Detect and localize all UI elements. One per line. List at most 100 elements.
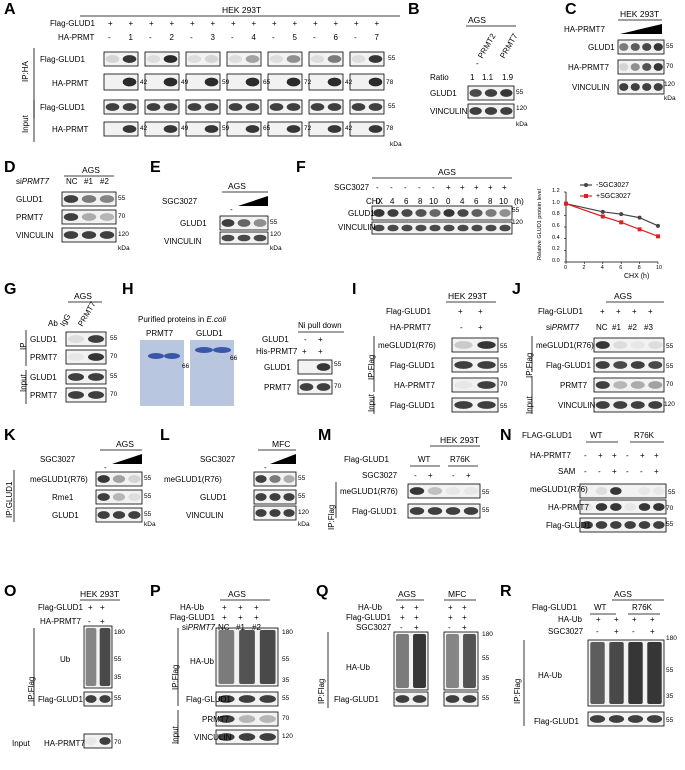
sign: + [414, 603, 419, 612]
sign: + [466, 471, 471, 480]
blot-band [429, 209, 441, 217]
lane-number: 2 [169, 33, 174, 42]
y-tick-label: 0.0 [552, 258, 560, 264]
cell-line-label: MFC [448, 589, 467, 599]
sign: + [600, 307, 605, 316]
blot-band [445, 487, 461, 495]
lane-number: - [354, 33, 357, 42]
kda-label: kDa [270, 245, 282, 252]
mw-marker: 66 [182, 363, 190, 370]
cell-line-label: AGS [228, 589, 246, 599]
mw-marker: 55 [118, 195, 126, 202]
sign: + [478, 307, 483, 316]
lane-label: #2 [252, 623, 261, 632]
mw-marker: 55 [114, 695, 122, 702]
blot-band [269, 509, 281, 517]
blot-band [204, 125, 219, 133]
ub-smear [647, 642, 662, 704]
blot-band [630, 63, 640, 71]
group-label: R76K [450, 455, 471, 464]
blot-band [163, 77, 178, 87]
blot-band [485, 224, 497, 232]
sign: + [598, 451, 603, 460]
blot-band [415, 224, 427, 232]
mw-marker: 120 [516, 105, 527, 112]
blot-band [88, 373, 104, 381]
time-label: 10 [499, 197, 508, 206]
mw-marker: 42 [140, 125, 148, 132]
row-label: GLUD1 [262, 335, 289, 344]
band-label: Flag-GLUD1 [390, 401, 435, 410]
blot-band [269, 493, 281, 501]
mw-marker: 120 [282, 733, 293, 740]
blot-band [351, 55, 366, 63]
panel-letter-q: Q [316, 583, 329, 600]
sign: + [251, 19, 257, 28]
blot-band [368, 77, 383, 87]
row-label: Flag-GLUD1 [344, 455, 389, 464]
blot-strip [593, 357, 665, 373]
blot-band [463, 487, 479, 495]
sign: + [149, 19, 154, 28]
band-label: VINCULIN [338, 223, 376, 232]
blot-band [368, 55, 383, 63]
mw-marker: 55 [482, 655, 490, 662]
blot-band [642, 63, 652, 71]
sign: + [462, 613, 467, 622]
blot-band [581, 503, 593, 511]
mw-marker: 55 [666, 43, 674, 50]
blot-band [228, 55, 243, 63]
band-label: VINCULIN [16, 231, 54, 240]
lane-number: 5 [292, 33, 297, 42]
blot-strip [61, 209, 117, 225]
sign: + [446, 183, 451, 192]
sign: - [584, 467, 587, 476]
lane-label: #3 [644, 323, 653, 332]
blot-band [484, 107, 498, 115]
blot-band [610, 487, 622, 495]
sign: + [648, 307, 653, 316]
input-label: Input [21, 115, 30, 133]
lane-number: - [231, 33, 234, 42]
blot-band [638, 503, 651, 511]
mw-marker: 65 [263, 125, 271, 132]
sign: + [474, 183, 479, 192]
blot-band [499, 224, 511, 232]
row-label: Flag-GLUD1 [38, 603, 83, 612]
blot-band [463, 507, 479, 515]
band-label: VINCULIN [430, 107, 468, 116]
band-label: GLUD1 [430, 89, 457, 98]
panel-letter-l: L [160, 427, 170, 444]
x-tick-label: 8 [637, 265, 641, 271]
ip-label: IP:Flag [317, 678, 326, 704]
mw-marker: 55 [334, 361, 342, 368]
ip-label: IP:Flag [513, 678, 522, 704]
blot-band [187, 55, 202, 63]
kda-label: kDa [664, 95, 676, 102]
blot-band [642, 43, 652, 51]
ub-smear [99, 628, 111, 686]
blot-band [163, 55, 178, 63]
si-label: siPRMT7 [16, 177, 49, 186]
blot-band [68, 335, 84, 343]
data-point [637, 227, 642, 232]
blot-band [238, 733, 256, 741]
legend-label: -SGC3027 [596, 182, 630, 189]
lane-number: 3 [210, 33, 215, 42]
panel-letter-b: B [408, 1, 420, 18]
row-label: CHX [366, 197, 383, 206]
blot-band [221, 234, 235, 242]
ub-smear [218, 630, 235, 684]
blot-band [624, 521, 636, 529]
row-label: Flag-GLUD1 [538, 307, 583, 316]
x-tick-label: 2 [582, 265, 586, 271]
mw-marker: 78 [386, 79, 394, 86]
blot-band [63, 213, 79, 221]
blot-band [238, 695, 256, 703]
band-label: GLUD1 [30, 373, 57, 382]
ip-label: IP:Flag [327, 504, 336, 530]
blot-band [653, 43, 663, 51]
blot-band [368, 125, 383, 133]
blot-band [68, 391, 84, 399]
